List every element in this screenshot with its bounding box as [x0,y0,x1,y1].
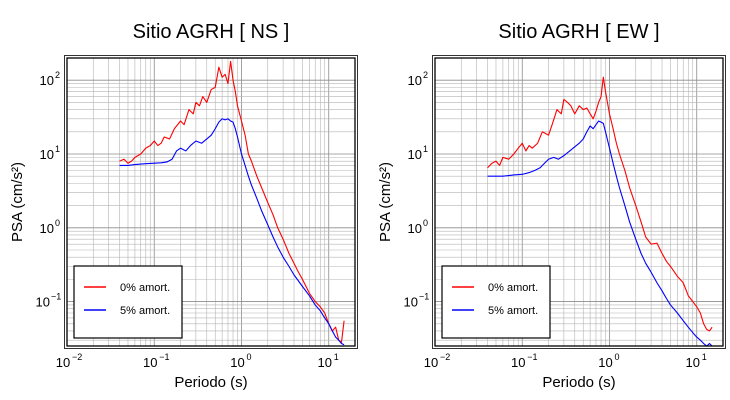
legend: 0% amort. 5% amort. [441,265,551,339]
chart-ew: Sitio AGRH [ EW ]10 −2 10 −1 10 0 10 110 −110 010… [377,21,726,391]
y-tick-label: 10 [408,73,422,88]
x-tick-exponent: 0 [614,352,619,362]
x-tick-exponent: 1 [334,352,339,362]
x-tick-exponent: −2 [440,352,450,362]
plot-frame-outer [432,55,726,349]
y-tick-label: 10 [40,147,54,162]
y-tick-exponent: 1 [55,144,60,154]
x-tick-exponent: −2 [72,352,82,362]
series-line-0 [119,60,345,343]
x-tick-exponent: 0 [246,352,251,362]
y-tick-label: 10 [404,295,418,310]
x-tick-label: 10 [230,355,244,370]
y-axis-label: PSA (cm/s²) [377,162,394,242]
y-tick-exponent: 0 [55,218,60,228]
x-tick-label: 10 [598,355,612,370]
grid [66,57,356,346]
legend: 0% amort. 5% amort. [73,265,183,339]
x-tick-label: 10 [318,355,332,370]
chart-title: Sitio AGRH [ EW ] [498,21,659,43]
y-tick-exponent: 2 [55,70,60,80]
x-tick-label: 10 [511,355,525,370]
legend-label-1: 5% amort. [120,305,170,317]
y-tick-exponent: 2 [423,70,428,80]
legend-label-1: 5% amort. [488,305,538,317]
x-axis-label: Periodo (s) [174,374,247,391]
y-axis-label: PSA (cm/s²) [9,162,26,242]
x-axis-label: Periodo (s) [542,374,615,391]
legend-label-0: 0% amort. [120,282,170,294]
plot-frame [434,57,724,347]
y-tick-label: 10 [40,73,54,88]
x-tick-exponent: −1 [527,352,537,362]
x-tick-exponent: 1 [702,352,707,362]
legend-label-0: 0% amort. [488,282,538,294]
y-tick-label: 10 [408,147,422,162]
series-line-1 [487,120,713,347]
chart-ns: Sitio AGRH [ NS ]10 −2 10 −1 10 0 10 110 −110 010… [9,21,358,391]
y-tick-exponent: −1 [419,292,429,302]
y-tick-exponent: −1 [51,292,61,302]
y-tick-label: 10 [408,221,422,236]
plot-frame [66,57,356,347]
x-tick-exponent: −1 [159,352,169,362]
y-tick-label: 10 [40,221,54,236]
y-tick-label: 10 [36,295,50,310]
series-line-0 [487,76,713,332]
x-tick-label: 10 [56,355,70,370]
chart-title: Sitio AGRH [ NS ] [133,21,290,43]
legend-box [441,265,551,339]
x-tick-label: 10 [686,355,700,370]
series-line-1 [119,118,345,346]
x-tick-label: 10 [424,355,438,370]
y-tick-exponent: 1 [423,144,428,154]
plot-frame-outer [64,55,358,349]
legend-box [73,265,183,339]
y-tick-exponent: 0 [423,218,428,228]
x-tick-label: 10 [143,355,157,370]
